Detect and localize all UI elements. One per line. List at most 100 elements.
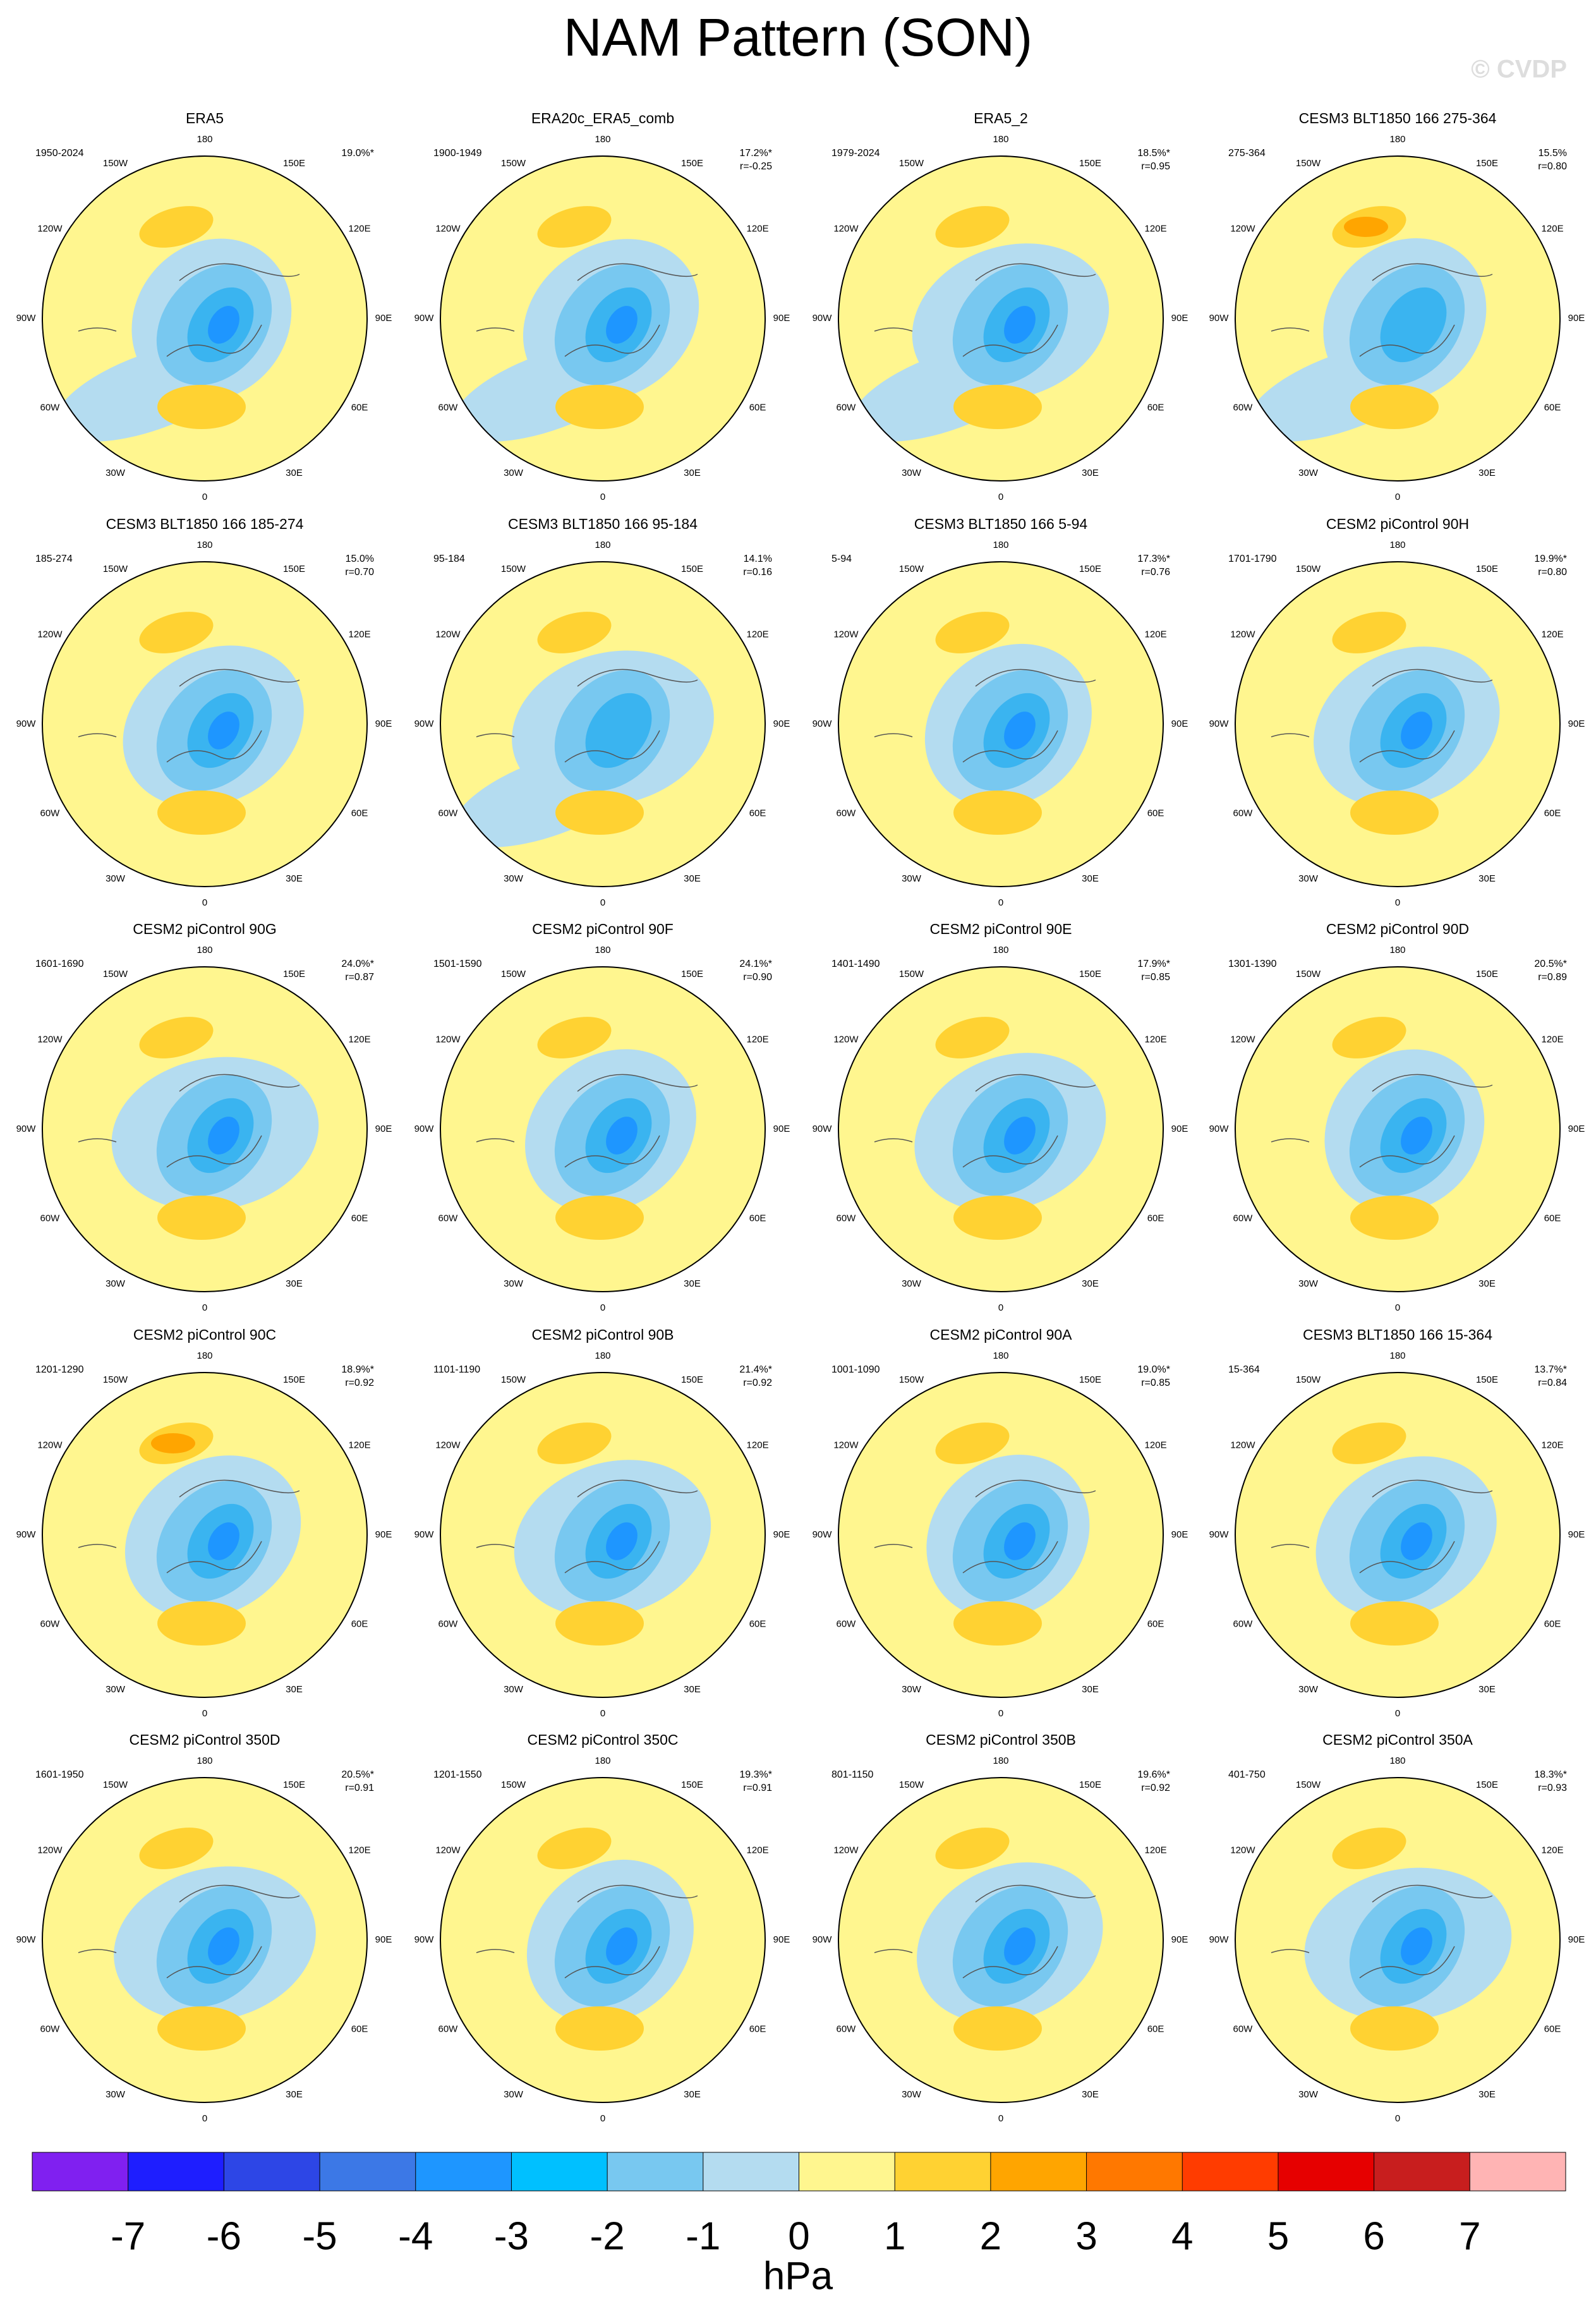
panel-title: CESM2 piControl 350C bbox=[527, 1731, 678, 1748]
panel-period: 401-750 bbox=[1228, 1769, 1266, 1780]
longitude-label: 60W bbox=[836, 402, 856, 413]
contour-region bbox=[139, 1017, 214, 1058]
map-panel: CESM2 piControl 90A 1001-1090 19.0%* r=0.85… bbox=[813, 1326, 1188, 1719]
tick-label: -2 bbox=[590, 2214, 625, 2258]
longitude-label: 180 bbox=[1389, 1755, 1405, 1766]
longitude-label: 180 bbox=[1389, 1350, 1405, 1361]
map-border bbox=[440, 966, 766, 1292]
longitude-label: 30E bbox=[1478, 1278, 1496, 1289]
longitude-label: 60W bbox=[836, 808, 856, 818]
panel-period: 1979-2024 bbox=[831, 148, 880, 159]
panel-correlation: r=0.85 bbox=[1141, 972, 1170, 983]
longitude-label: 90E bbox=[375, 313, 392, 324]
longitude-label: 30E bbox=[286, 1278, 303, 1289]
longitude-label: 0 bbox=[600, 897, 605, 908]
map-border bbox=[838, 155, 1164, 482]
map-border bbox=[1235, 1372, 1561, 1698]
longitude-label: 90E bbox=[773, 1529, 790, 1540]
longitude-label: 180 bbox=[196, 945, 212, 955]
contour-region bbox=[1401, 1522, 1432, 1560]
longitude-label: 60E bbox=[749, 2023, 766, 2034]
map-fill bbox=[42, 1778, 367, 2102]
color-swatch bbox=[990, 2152, 1087, 2191]
panel-correlation: r=0.80 bbox=[1538, 567, 1567, 578]
longitude-label: 120W bbox=[833, 223, 859, 234]
longitude-label: 120W bbox=[1230, 223, 1255, 234]
coastline bbox=[1271, 1479, 1493, 1573]
tick-label: 7 bbox=[1459, 2214, 1480, 2258]
longitude-label: 120E bbox=[349, 629, 371, 640]
longitude-label: 120W bbox=[37, 1845, 63, 1855]
longitude-label: 180 bbox=[993, 945, 1008, 955]
longitude-label: 180 bbox=[595, 134, 610, 145]
longitude-label: 30E bbox=[286, 1684, 303, 1695]
longitude-label: 60W bbox=[40, 402, 60, 413]
longitude-label: 90E bbox=[1171, 1934, 1188, 1945]
coastline bbox=[874, 1884, 1096, 1979]
map-panel: CESM2 piControl 90G 1601-1690 24.0%* r=0.87… bbox=[16, 921, 392, 1313]
coastline bbox=[78, 1479, 300, 1573]
contour-region bbox=[1332, 612, 1406, 653]
longitude-label: 90E bbox=[1568, 313, 1585, 324]
coastline bbox=[1271, 669, 1493, 763]
longitude-label: 30W bbox=[504, 2089, 524, 2100]
map-fill bbox=[1235, 967, 1560, 1292]
contour-region bbox=[1332, 1828, 1406, 1869]
longitude-label: 120E bbox=[747, 629, 769, 640]
contour-region bbox=[1004, 712, 1036, 749]
tick-label: 6 bbox=[1363, 2214, 1384, 2258]
panel-correlation: r=0.95 bbox=[1141, 161, 1170, 172]
longitude-label: 90W bbox=[1209, 313, 1230, 324]
longitude-label: 90W bbox=[16, 1124, 37, 1134]
color-swatch bbox=[320, 2152, 416, 2191]
longitude-label: 60W bbox=[1233, 808, 1253, 818]
longitude-label: 180 bbox=[595, 945, 610, 955]
map-fill bbox=[1235, 562, 1560, 887]
contour-region bbox=[585, 693, 652, 768]
longitude-label: 90E bbox=[375, 1529, 392, 1540]
longitude-label: 60W bbox=[1233, 402, 1253, 413]
map-panel: CESM3 BLT1850 166 5-94 5-94 17.3%* r=0.76 0 3… bbox=[813, 516, 1188, 908]
longitude-label: 30E bbox=[684, 468, 701, 478]
longitude-label: 30E bbox=[286, 873, 303, 884]
longitude-label: 150W bbox=[103, 158, 128, 169]
longitude-label: 0 bbox=[600, 492, 605, 502]
map-panel: CESM2 piControl 90B 1101-1190 21.4%* r=0.92… bbox=[414, 1326, 790, 1719]
longitude-label: 30W bbox=[902, 1278, 922, 1289]
longitude-label: 180 bbox=[1389, 540, 1405, 550]
contour-region bbox=[1401, 712, 1432, 749]
longitude-label: 150E bbox=[1079, 1780, 1101, 1790]
map-panel: CESM3 BLT1850 166 185-274 185-274 15.0% r=0… bbox=[16, 516, 392, 908]
contour-region bbox=[157, 791, 246, 835]
longitude-label: 90W bbox=[16, 1529, 37, 1540]
contour-region bbox=[157, 1196, 246, 1240]
map-fill bbox=[440, 562, 765, 887]
panel-correlation: r=0.91 bbox=[345, 1783, 374, 1793]
longitude-label: 0 bbox=[202, 1708, 207, 1719]
longitude-label: 90W bbox=[1209, 718, 1230, 729]
longitude-label: 150E bbox=[1079, 158, 1101, 169]
longitude-label: 150E bbox=[283, 1780, 305, 1790]
longitude-label: 180 bbox=[196, 134, 212, 145]
panel-variance: 14.1% bbox=[744, 554, 772, 564]
color-swatch bbox=[1086, 2152, 1183, 2191]
tick-label: -5 bbox=[302, 2214, 337, 2258]
longitude-label: 120W bbox=[435, 1034, 461, 1045]
panel-variance: 19.0%* bbox=[1137, 1364, 1170, 1375]
longitude-label: 60E bbox=[351, 808, 368, 818]
panel-period: 1401-1490 bbox=[831, 959, 880, 969]
longitude-label: 30E bbox=[1478, 468, 1496, 478]
longitude-label: 0 bbox=[998, 492, 1003, 502]
longitude-label: 90E bbox=[1568, 1934, 1585, 1945]
map-panel: CESM2 piControl 350D 1601-1950 20.5%* r=0.9… bbox=[16, 1731, 392, 2124]
longitude-label: 60E bbox=[1147, 1618, 1164, 1629]
longitude-label: 30W bbox=[106, 873, 126, 884]
map-panel: ERA5 1950-2024 19.0%* 0 30E 60E 90E 120E 150E 180… bbox=[16, 110, 392, 502]
longitude-label: 120E bbox=[1145, 629, 1167, 640]
longitude-label: 60E bbox=[1544, 402, 1561, 413]
contour-region bbox=[537, 612, 612, 653]
longitude-label: 120E bbox=[349, 223, 371, 234]
panel-variance: 18.9%* bbox=[341, 1364, 374, 1375]
longitude-label: 60E bbox=[1544, 1213, 1561, 1223]
longitude-label: 60W bbox=[1233, 1618, 1253, 1629]
